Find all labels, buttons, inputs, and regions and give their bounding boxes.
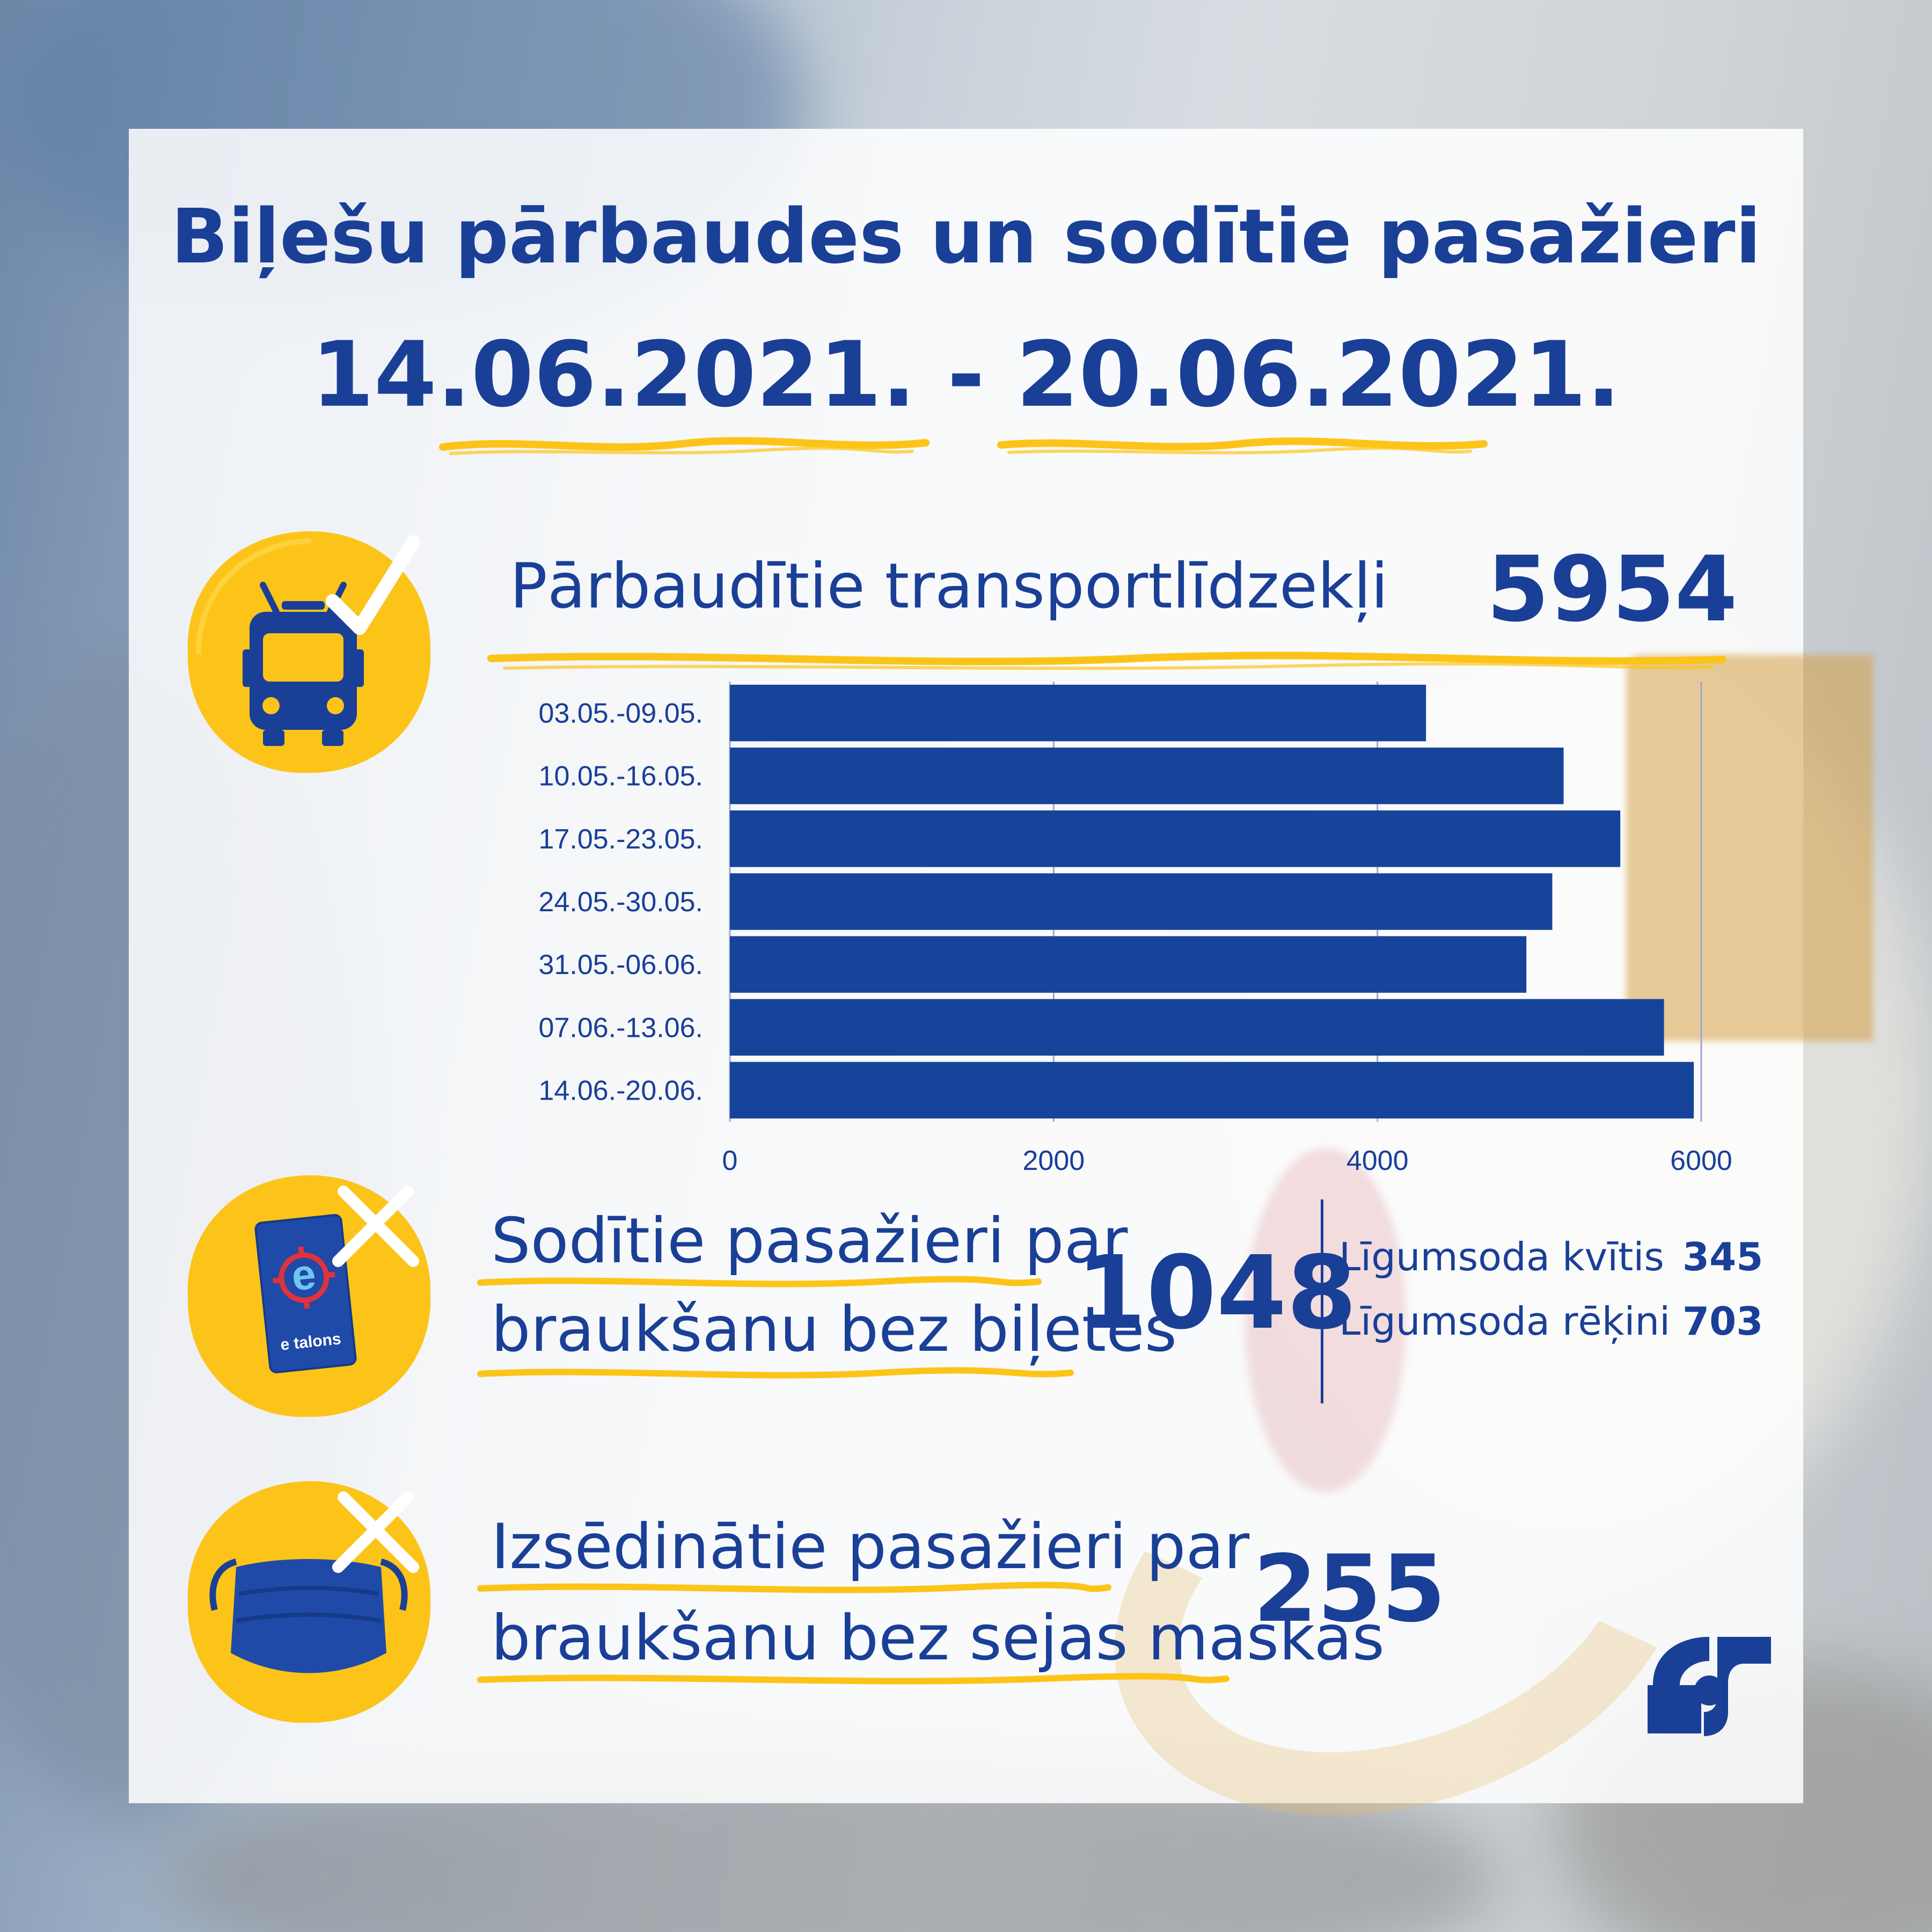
masks-underline-1 — [477, 1582, 1111, 1593]
date-underline-right — [997, 437, 1488, 455]
bar — [730, 999, 1664, 1056]
fined-underline-1 — [477, 1276, 1042, 1287]
masks-value: 255 — [1253, 1535, 1446, 1643]
bar — [730, 1062, 1694, 1119]
background-decor — [1626, 655, 1873, 1041]
fined-divider — [1321, 1199, 1323, 1403]
fined-label-line1: Sodītie pasažieri par — [491, 1205, 1128, 1277]
vehicles-value: 5954 — [1487, 537, 1738, 642]
bar — [730, 873, 1553, 930]
vehicles-label: Pārbaudītie transportlīdzekļi — [510, 550, 1388, 623]
ticket-cross-icon: e e talons — [187, 1175, 431, 1417]
mask-cross-icon — [187, 1481, 431, 1723]
masks-underline-2 — [477, 1673, 1230, 1685]
masks-label-line2: braukšanu bez sejas maskas — [491, 1602, 1385, 1674]
fined-value: 1048 — [1076, 1234, 1357, 1352]
fine-invoices-value: 703 — [1682, 1299, 1763, 1344]
vehicles-underline — [487, 652, 1726, 670]
fined-underline-2 — [477, 1367, 1074, 1379]
x-tick-label: 4000 — [1346, 1145, 1409, 1176]
x-tick-label: 2000 — [1022, 1145, 1085, 1176]
bar — [730, 810, 1621, 867]
fine-receipts-value: 345 — [1682, 1234, 1763, 1279]
date-underline-left — [439, 437, 930, 455]
category-label: 07.06.-13.06. — [539, 1012, 703, 1043]
category-label: 14.06.-20.06. — [539, 1075, 703, 1106]
page-title: Biļešu pārbaudes un sodītie pasažieri — [171, 193, 1761, 281]
bar — [730, 748, 1564, 804]
bar — [730, 684, 1426, 742]
bar-chart-svg: 0 2000 4000 6000 03.05.-09.05. 10.05.-16.05. 1… — [539, 682, 1732, 1176]
bar-chart: 0 2000 4000 6000 03.05.-09.05. 10.05.-16.05. 1… — [462, 676, 1760, 1191]
background-decor — [1245, 1148, 1406, 1492]
bus-check-icon — [187, 531, 431, 773]
bar — [730, 936, 1527, 993]
category-label: 10.05.-16.05. — [539, 761, 703, 792]
date-range: 14.06.2021. - 20.06.2021. — [311, 322, 1621, 427]
fine-receipts-label: Līgumsoda kvītis — [1339, 1234, 1664, 1279]
fined-label-line2: braukšanu bez biļetes — [491, 1293, 1177, 1366]
svg-text:e: e — [289, 1250, 318, 1300]
category-label: 17.05.-23.05. — [539, 824, 703, 855]
x-tick-label: 6000 — [1670, 1145, 1732, 1176]
category-label: 24.05.-30.05. — [539, 887, 703, 918]
masks-label-line1: Izsēdinātie pasažieri par — [491, 1511, 1250, 1583]
x-tick-label: 0 — [722, 1145, 738, 1176]
rigas-satiksme-logo — [1648, 1637, 1771, 1736]
fine-invoices-label: Līgumsoda rēķini — [1339, 1299, 1671, 1344]
category-label: 03.05.-09.05. — [539, 698, 703, 729]
category-label: 31.05.-06.06. — [539, 949, 703, 980]
